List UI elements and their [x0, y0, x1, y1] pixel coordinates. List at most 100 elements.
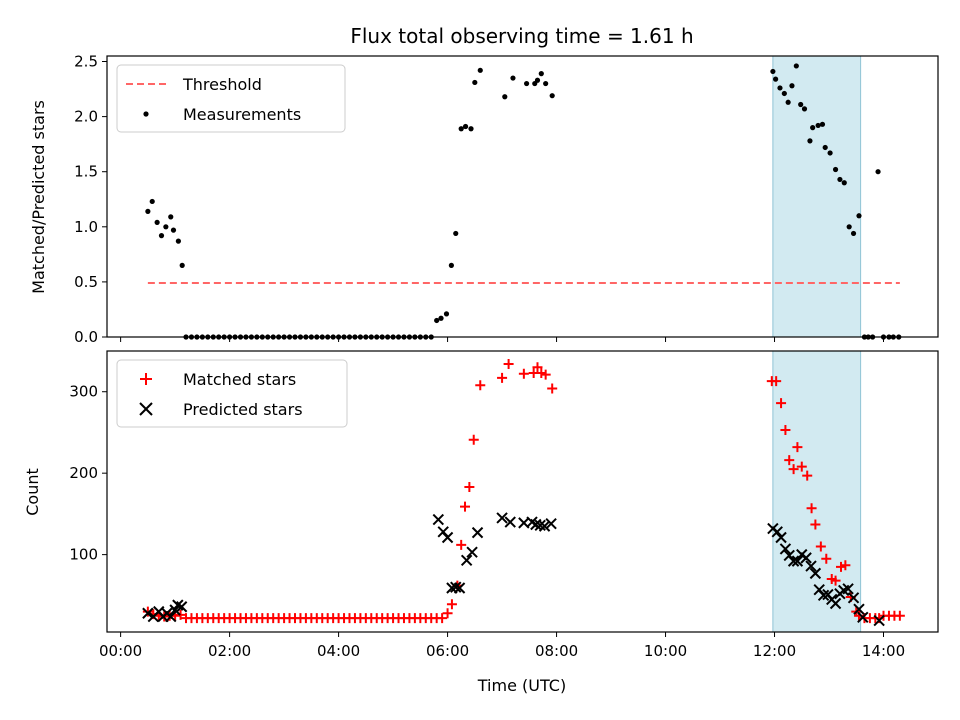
measurements-point	[819, 121, 826, 127]
x-tick-label: 08:00	[535, 642, 578, 660]
ratio-axes-frame	[106, 55, 939, 338]
matched-stars-legend-label: Matched stars	[183, 370, 296, 389]
measurements-point	[477, 67, 483, 73]
measurements-point	[815, 122, 821, 129]
measurements-point	[793, 63, 799, 69]
predicted-stars-point	[787, 555, 800, 567]
predicted-stars-point	[800, 552, 812, 564]
matched-stars-point	[442, 608, 453, 619]
ratio-legend: Threshold Measurements	[116, 64, 346, 133]
measurements-point	[458, 126, 464, 132]
predicted-stars-legend-label: Predicted stars	[183, 400, 303, 419]
matched-stars-point	[796, 461, 807, 472]
counts-legend-box	[116, 359, 348, 428]
x-tick-label: 06:00	[426, 642, 469, 660]
matched-stars-point	[836, 561, 847, 572]
measurements-point	[468, 126, 474, 132]
measurements-point	[510, 75, 516, 81]
measurements-point	[453, 230, 459, 237]
matched-stars-point	[776, 398, 787, 409]
measurements-point	[781, 90, 787, 97]
matched-stars-point	[456, 539, 467, 550]
observing-window-shade-bottom	[772, 350, 862, 633]
predicted-stars-point	[545, 517, 557, 530]
predicted-stars-point	[842, 583, 854, 595]
predicted-stars-point	[771, 526, 783, 538]
predicted-stars-point	[791, 555, 804, 567]
measurements-point	[801, 106, 808, 112]
matched-stars-point	[175, 609, 186, 620]
y-tick-label: 2.0	[74, 108, 98, 126]
measurements-point	[170, 227, 177, 233]
matched-stars-point	[780, 425, 791, 436]
measurements-point	[175, 238, 181, 244]
predicted-stars-point	[142, 607, 154, 619]
predicted-stars-point	[165, 610, 177, 623]
counts-panel: 00:00 02:00 04:00 06:00 08:00 10:00 12:00 14:00…	[23, 350, 939, 695]
predicted-stars-point	[496, 512, 508, 524]
measurements-point	[841, 180, 847, 186]
measurements-point	[149, 198, 155, 205]
matched-stars-point	[792, 442, 803, 453]
measurements-point	[832, 166, 839, 173]
matched-stars-point	[806, 503, 817, 514]
predicted-stars-point	[805, 560, 817, 572]
measurements-point	[154, 219, 160, 225]
matched-stars-point	[497, 372, 508, 383]
x-tick-label: 14:00	[862, 642, 905, 660]
x-tick-label: 10:00	[644, 642, 687, 660]
predicted-stars-point	[534, 519, 546, 532]
matched-stars-point	[503, 359, 514, 370]
ratio-y-ticks: 0.0 0.5 1.0 1.5 2.0 2.5	[74, 53, 107, 346]
matched-stars-point	[536, 367, 547, 378]
ratio-legend-box	[116, 64, 346, 133]
predicted-stars-point	[466, 546, 478, 558]
threshold-legend-label: Threshold	[182, 75, 262, 94]
matched-stars-point	[460, 501, 471, 512]
matched-stars-point	[830, 575, 841, 586]
measurements-point	[789, 83, 795, 89]
matched-stars-point	[518, 368, 529, 379]
x-tick-label: 12:00	[753, 642, 796, 660]
measurements-point	[448, 262, 454, 268]
matched-stars-point	[547, 383, 558, 394]
y-tick-label: 0.5	[74, 273, 98, 291]
measurements-point	[534, 77, 541, 83]
predicted-stars-point	[453, 582, 466, 594]
matched-stars-point	[784, 455, 795, 466]
measurements-point	[770, 68, 776, 75]
x-tick-label: 04:00	[317, 642, 360, 660]
measurements-point	[837, 176, 843, 183]
predicted-stars-point	[504, 516, 516, 528]
measurements-point	[807, 138, 813, 144]
measurements-point	[875, 169, 881, 175]
predicted-stars-point	[829, 597, 842, 610]
counts-axes-frame	[106, 350, 939, 633]
y-tick-label: 200	[69, 464, 98, 482]
matched-stars-point	[468, 434, 479, 445]
predicted-stars-point	[853, 603, 865, 615]
matched-stars-point	[771, 376, 782, 387]
measurements-point	[163, 224, 169, 230]
matched-stars-point	[142, 606, 153, 617]
ratio-x-ticks	[120, 337, 885, 342]
predicted-stars-point	[538, 520, 551, 532]
matched-stars-point	[437, 613, 448, 624]
predicted-stars-legend-swatch	[139, 402, 153, 416]
ratio-y-axis-label: Matched/Predicted stars	[29, 100, 48, 294]
y-tick-label: 1.5	[74, 163, 98, 181]
matched-stars-point	[464, 482, 475, 493]
measurements-point	[543, 80, 549, 87]
predicted-stars-point	[857, 611, 869, 624]
measurements-point	[777, 85, 783, 91]
counts-y-ticks: 100 200 300	[69, 383, 107, 564]
measurements-point	[846, 224, 852, 230]
matched-stars-point	[840, 560, 851, 571]
measurements-point	[145, 208, 151, 214]
chart-title: Flux total observing time = 1.61 h	[350, 24, 693, 48]
matched-stars-point	[894, 610, 905, 621]
matched-stars-point	[446, 599, 457, 610]
predicted-stars-point	[817, 589, 830, 602]
x-tick-label: 02:00	[208, 642, 251, 660]
